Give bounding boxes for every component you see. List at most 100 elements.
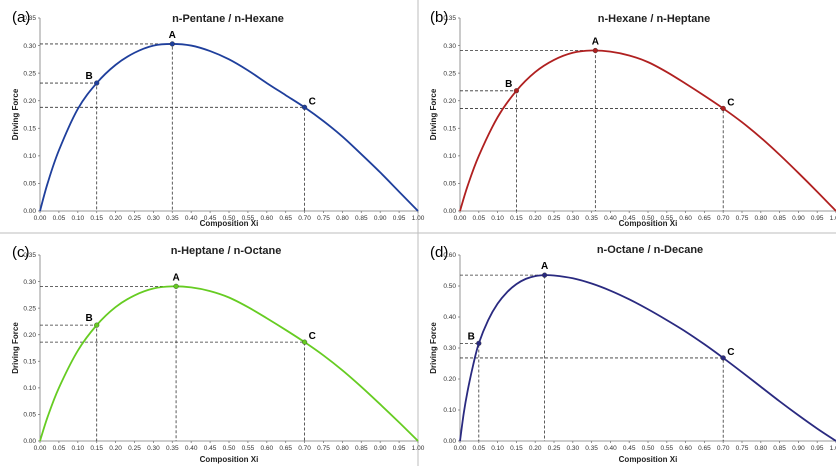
- x-tick-label: 0.60: [260, 215, 273, 222]
- chart-title: n-Heptane / n-Octane: [171, 245, 282, 257]
- x-tick-label: 0.60: [679, 215, 692, 222]
- x-tick-label: 0.10: [491, 215, 504, 222]
- x-tick-label: 0.90: [792, 445, 805, 452]
- x-tick-label: 0.35: [585, 215, 598, 222]
- driving-force-curve: [39, 43, 419, 212]
- y-tick-label: 0.30: [443, 43, 456, 50]
- x-tick-label: 0.40: [604, 215, 617, 222]
- x-tick-label: 0.40: [185, 215, 198, 222]
- y-tick-label: 0.05: [23, 412, 36, 419]
- x-tick-label: 0.80: [754, 215, 767, 222]
- x-tick-label: 0.20: [109, 215, 122, 222]
- x-tick-label: 1.00: [830, 215, 836, 222]
- point-b-marker: [476, 340, 482, 346]
- point-b-label: B: [505, 79, 512, 90]
- x-tick-label: 0.30: [566, 445, 579, 452]
- guide-line-b: [40, 82, 98, 211]
- x-tick-label: 0.65: [279, 445, 292, 452]
- guide-line-a: [40, 43, 173, 211]
- x-tick-label: 0.55: [660, 445, 673, 452]
- x-tick-label: 0.60: [260, 445, 273, 452]
- point-a-marker: [173, 283, 179, 289]
- y-tick-label: 0.20: [443, 98, 456, 105]
- y-tick-label: 0.10: [23, 385, 36, 392]
- chart-title: n-Octane / n-Decane: [597, 244, 703, 256]
- y-tick-label: 0.05: [23, 181, 36, 188]
- y-tick-label: 0.25: [443, 70, 456, 77]
- y-tick-label: 0.00: [23, 438, 36, 445]
- x-tick-label: 0.60: [679, 445, 692, 452]
- x-tick-label: 0.85: [773, 215, 786, 222]
- x-tick-label: 0.80: [336, 445, 349, 452]
- guide-line-b: [460, 342, 480, 441]
- point-c-label: C: [727, 97, 734, 108]
- driving-force-curve: [39, 285, 419, 442]
- point-c-marker: [302, 104, 308, 110]
- y-tick-label: 0.40: [443, 314, 456, 321]
- x-tick-label: 0.75: [317, 445, 330, 452]
- y-tick-label: 0.25: [23, 305, 36, 312]
- guide-line-b: [40, 324, 98, 441]
- x-tick-label: 0.25: [548, 215, 561, 222]
- point-c-label: C: [309, 96, 316, 107]
- y-tick-label: 0.60: [443, 252, 456, 259]
- y-tick-label: 0.30: [23, 279, 36, 286]
- point-a-marker: [169, 41, 175, 47]
- x-tick-label: 0.80: [336, 215, 349, 222]
- x-tick-label: 0.00: [34, 215, 47, 222]
- panel-letter: (c): [12, 244, 30, 261]
- x-tick-label: 1.00: [830, 445, 836, 452]
- point-c-label: C: [727, 347, 734, 358]
- x-tick-label: 0.00: [454, 215, 467, 222]
- x-tick-label: 0.65: [698, 445, 711, 452]
- panel-letter: (b): [430, 9, 448, 26]
- x-tick-label: 0.00: [454, 445, 467, 452]
- y-tick-label: 0.00: [23, 208, 36, 215]
- x-tick-label: 0.70: [717, 445, 730, 452]
- y-tick-label: 0.10: [443, 153, 456, 160]
- x-tick-label: 0.20: [109, 445, 122, 452]
- point-a-marker: [541, 272, 548, 278]
- point-c-marker: [302, 339, 308, 345]
- y-tick-label: 0.20: [23, 332, 36, 339]
- point-a-label: A: [592, 37, 599, 48]
- chart-title: n-Pentane / n-Hexane: [172, 13, 284, 25]
- y-axis-label: Driving Force: [11, 88, 20, 140]
- y-tick-label: 0.30: [443, 345, 456, 352]
- driving-force-curve: [459, 274, 836, 442]
- point-b-label: B: [468, 331, 475, 342]
- point-a-label: A: [169, 30, 176, 41]
- x-tick-label: 0.95: [393, 215, 406, 222]
- x-tick-label: 0.90: [374, 215, 387, 222]
- x-tick-label: 0.45: [623, 445, 636, 452]
- x-tick-label: 0.10: [491, 445, 504, 452]
- point-c-marker: [720, 355, 726, 361]
- x-tick-label: 0.10: [71, 215, 84, 222]
- x-tick-label: 0.25: [128, 215, 141, 222]
- chart-panel-4: (d) n-Octane / n-Decane 0.00 0.10 0.20 0.30 0.…: [429, 244, 836, 464]
- x-tick-label: 0.90: [374, 445, 387, 452]
- y-axis-label: Driving Force: [429, 322, 438, 374]
- x-tick-label: 0.20: [529, 215, 542, 222]
- x-tick-label: 0.00: [34, 445, 47, 452]
- y-tick-label: 0.15: [23, 125, 36, 132]
- x-tick-label: 0.05: [53, 215, 66, 222]
- x-tick-label: 0.85: [355, 215, 368, 222]
- x-tick-label: 0.55: [660, 215, 673, 222]
- point-b-label: B: [85, 313, 92, 324]
- x-tick-label: 0.15: [510, 215, 523, 222]
- x-tick-label: 0.75: [736, 215, 749, 222]
- guide-line-a: [40, 285, 177, 441]
- point-b-marker: [94, 322, 100, 328]
- guide-line-a: [460, 274, 545, 441]
- guide-line-c: [460, 357, 724, 441]
- guide-line-a: [460, 50, 596, 211]
- x-tick-label: 0.25: [128, 445, 141, 452]
- x-axis-label: Composition Xi: [200, 219, 259, 228]
- x-tick-label: 0.15: [90, 445, 103, 452]
- x-tick-label: 0.95: [811, 445, 824, 452]
- x-tick-label: 1.00: [412, 445, 425, 452]
- x-tick-label: 0.70: [298, 445, 311, 452]
- y-tick-label: 0.00: [443, 208, 456, 215]
